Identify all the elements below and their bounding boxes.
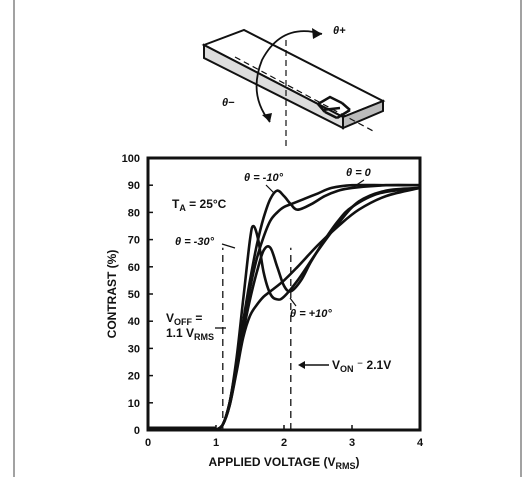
series-line-4	[215, 186, 421, 432]
y-tick-label: 70	[128, 235, 140, 247]
x-tick-label: 2	[281, 437, 287, 449]
y-tick-label: 50	[128, 289, 140, 301]
label-leaders	[221, 179, 365, 307]
ta-annotation: TA = 25°C	[172, 197, 227, 213]
reference-lines	[222, 247, 292, 430]
x-tick-label: 1	[213, 437, 219, 449]
x-tick-label: 4	[417, 437, 424, 449]
label-theta-minus10: θ = -10°	[244, 172, 284, 184]
von-annotation: VON ⁻ 2.1V	[332, 358, 391, 374]
lcd-digit-segments	[317, 95, 351, 120]
lcd-plate-side	[342, 99, 384, 130]
y-tick-label: 10	[128, 398, 140, 410]
y-tick-label: 100	[122, 153, 140, 165]
theta-plus-label: θ+	[333, 25, 346, 37]
y-tick-label: 60	[128, 262, 140, 274]
y-tick-label: 30	[128, 343, 140, 355]
label-theta-minus30: θ = -30°	[175, 236, 215, 248]
von-pointer	[298, 361, 329, 369]
lcd-module-diagram: θ+ θ−	[201, 25, 386, 150]
x-tick-label: 0	[145, 437, 151, 449]
x-tick-label: 3	[349, 437, 355, 449]
ticks-group: 0 10 20 30 40 50 60 70 80 90 100 0 1 2 3 4	[122, 153, 424, 449]
y-tick-label: 90	[128, 180, 140, 192]
label-theta-0: θ = 0	[346, 167, 372, 179]
rotation-arrow	[255, 30, 323, 123]
rotation-axis-diagonal	[234, 56, 376, 133]
label-theta-plus10: θ = +10°	[290, 308, 332, 320]
y-tick-label: 0	[134, 425, 140, 437]
series-line-2	[215, 186, 421, 432]
rotation-arrow-head-top	[312, 28, 322, 39]
voff-annotation-line1: VOFF =	[166, 311, 202, 327]
y-axis-title: CONTRAST (%)	[105, 250, 119, 339]
theta-minus-label: θ−	[222, 97, 235, 109]
voff-annotation-line2: 1.1 VRMS	[166, 326, 214, 342]
x-axis-title: APPLIED VOLTAGE (VRMS)	[209, 455, 360, 471]
rotation-arrow-head-bottom	[262, 113, 272, 122]
y-tick-label: 80	[128, 207, 140, 219]
series-group	[148, 183, 421, 432]
y-tick-label: 40	[128, 316, 140, 328]
y-tick-label: 20	[128, 371, 140, 383]
